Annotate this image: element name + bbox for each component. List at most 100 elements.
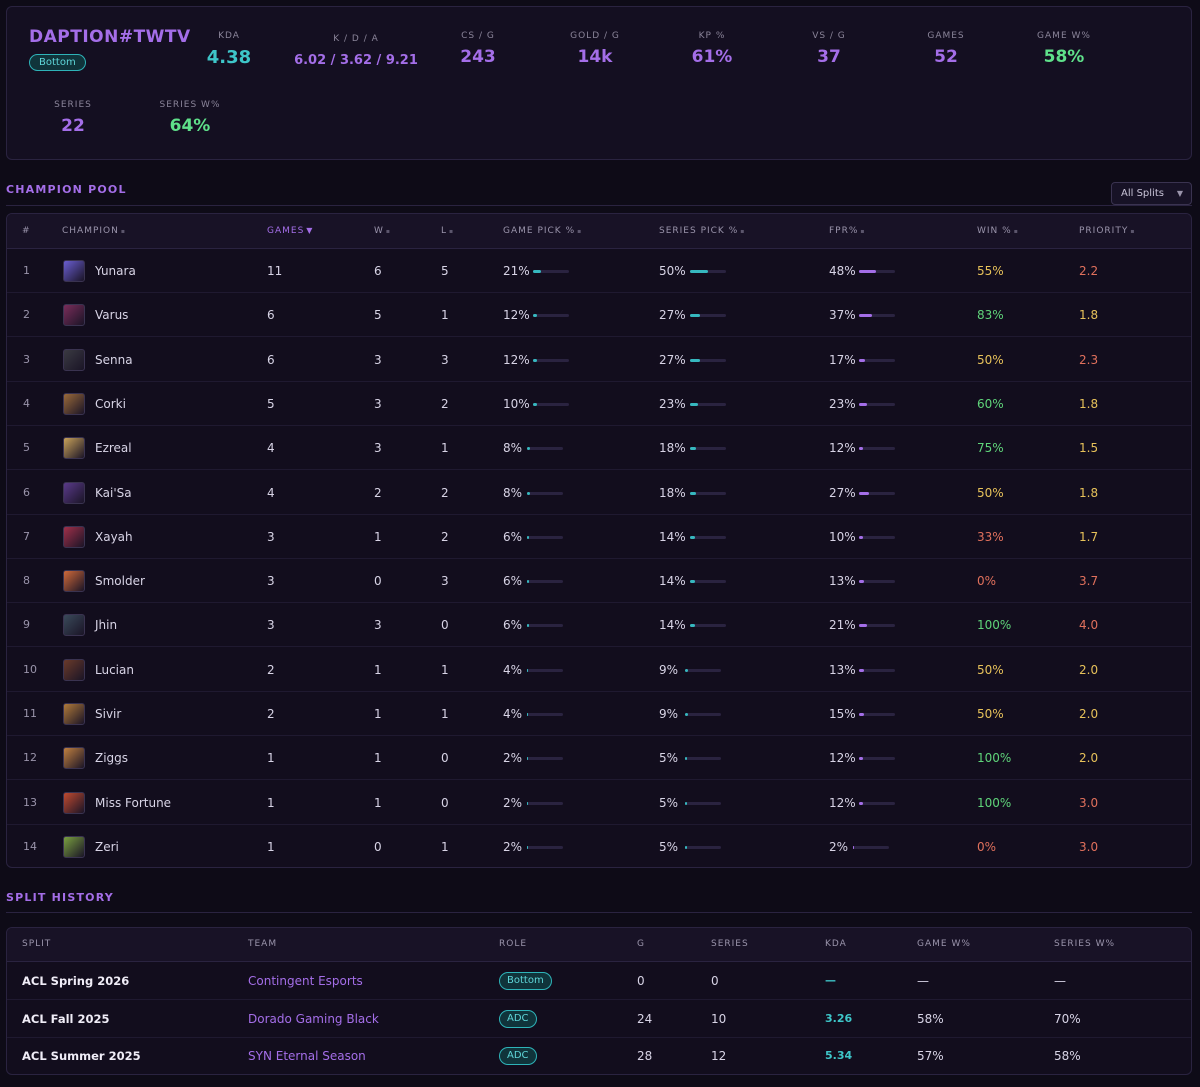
games-cell: 4 bbox=[267, 485, 275, 500]
champion-name[interactable]: Ziggs bbox=[95, 751, 129, 766]
column-header-game-winrate: GAME W% bbox=[917, 939, 971, 949]
fpr-bar-fill bbox=[859, 757, 864, 761]
champion-name[interactable]: Varus bbox=[95, 308, 129, 323]
fpr-bar bbox=[859, 624, 895, 628]
table-row[interactable]: ACL Summer 2025 SYN Eternal Season ADC 28 12… bbox=[7, 1037, 1191, 1074]
champion-name[interactable]: Xayah bbox=[95, 529, 133, 544]
stat-value: 64% bbox=[169, 116, 211, 136]
champion-name[interactable]: Sivir bbox=[95, 707, 122, 721]
winrate-cell: 50% bbox=[977, 707, 1004, 721]
wins-cell: 1 bbox=[374, 529, 382, 544]
table-row[interactable]: 12 Ziggs 1 1 0 2% 5% 12% 100% 2.0 bbox=[7, 736, 1191, 781]
series-pick-bar bbox=[690, 270, 726, 273]
champion-name[interactable]: Yunara bbox=[95, 264, 136, 278]
champion-name[interactable]: Miss Fortune bbox=[95, 795, 172, 810]
game-pick-bar-fill bbox=[527, 757, 529, 761]
table-row[interactable]: 8 Smolder 3 0 3 6% 14% 13% 0% 3.7 bbox=[7, 559, 1191, 604]
role-badge: Bottom bbox=[29, 54, 86, 71]
champion-name[interactable]: Senna bbox=[95, 352, 133, 367]
game-pick-cell: 6% bbox=[503, 618, 523, 633]
series-pick-cell: 5% bbox=[659, 839, 679, 854]
rank-cell: 7 bbox=[23, 529, 30, 543]
column-header-game-pick[interactable]: GAME PICK % ▪ bbox=[503, 226, 583, 236]
game-pick-cell: 2% bbox=[503, 751, 523, 766]
fpr-bar bbox=[859, 358, 895, 362]
priority-cell: 2.0 bbox=[1079, 751, 1099, 766]
series-pick-bar bbox=[690, 402, 726, 406]
games-cell: 5 bbox=[267, 396, 275, 411]
stat-value: 6.02 / 3.62 / 9.21 bbox=[294, 53, 418, 68]
table-row[interactable]: 14 Zeri 1 0 1 2% 5% 2% 0% 3.0 bbox=[7, 825, 1191, 867]
column-header-champion[interactable]: CHAMPION ▪ bbox=[62, 226, 126, 236]
rank-cell: 4 bbox=[23, 396, 30, 410]
game-pick-bar-fill bbox=[527, 535, 530, 539]
champion-name[interactable]: Jhin bbox=[95, 618, 118, 633]
series-pick-cell: 14% bbox=[659, 574, 686, 589]
column-header-fpr[interactable]: FPR% ▪ bbox=[829, 226, 866, 236]
role-pill: ADC bbox=[499, 1009, 537, 1028]
game-pick-cell: 8% bbox=[503, 485, 523, 500]
table-row[interactable]: ACL Fall 2025 Dorado Gaming Black ADC 24 10 3… bbox=[7, 1000, 1191, 1038]
stat-game-winrate: GAME W% 58% bbox=[1004, 31, 1124, 67]
game-pick-bar-fill bbox=[533, 270, 541, 273]
team-link[interactable]: Contingent Esports bbox=[248, 974, 363, 988]
fpr-cell: 12% bbox=[829, 441, 856, 456]
table-row[interactable]: 6 Kai'Sa 4 2 2 8% 18% 27% 50% 1.8 bbox=[7, 471, 1191, 515]
fpr-bar bbox=[859, 491, 895, 495]
wins-cell: 3 bbox=[374, 352, 382, 367]
column-header-games: G bbox=[637, 939, 645, 949]
winrate-cell: 60% bbox=[977, 396, 1004, 411]
table-row[interactable]: 13 Miss Fortune 1 1 0 2% 5% 12% 100% 3.0 bbox=[7, 781, 1191, 825]
table-row[interactable]: 7 Xayah 3 1 2 6% 14% 10% 33% 1.7 bbox=[7, 515, 1191, 559]
table-row[interactable]: 10 Lucian 2 1 1 4% 9% 13% 50% 2.0 bbox=[7, 648, 1191, 692]
table-row[interactable]: 9 Jhin 3 3 0 6% 14% 21% 100% 4.0 bbox=[7, 603, 1191, 648]
column-header-wins[interactable]: W ▪ bbox=[374, 226, 391, 236]
game-pick-bar bbox=[527, 624, 563, 628]
table-row[interactable]: 11 Sivir 2 1 1 4% 9% 15% 50% 2.0 bbox=[7, 692, 1191, 736]
stat-value: 61% bbox=[691, 47, 733, 67]
column-header-games[interactable]: GAMES ▼ bbox=[267, 226, 314, 236]
game-pick-cell: 2% bbox=[503, 839, 523, 854]
split-filter-select[interactable]: All Splits ▼ bbox=[1111, 182, 1192, 205]
series-pick-cell: 18% bbox=[659, 485, 686, 500]
series-pick-bar bbox=[690, 314, 726, 318]
table-row[interactable]: 1 Yunara 11 6 5 21% 50% 48% 55% 2.2 bbox=[7, 249, 1191, 293]
column-header-losses[interactable]: L ▪ bbox=[441, 226, 455, 236]
winrate-cell: 75% bbox=[977, 441, 1004, 456]
column-header-split: SPLIT bbox=[22, 939, 52, 949]
champion-name[interactable]: Zeri bbox=[95, 839, 119, 854]
winrate-cell: 50% bbox=[977, 485, 1004, 500]
table-row[interactable]: 4 Corki 5 3 2 10% 23% 23% 60% 1.8 bbox=[7, 382, 1191, 426]
champion-name[interactable]: Ezreal bbox=[95, 441, 132, 456]
rank-cell: 2 bbox=[23, 308, 30, 322]
fpr-bar bbox=[859, 713, 895, 716]
rank-cell: 12 bbox=[23, 751, 37, 765]
split-history-table: SPLIT TEAM ROLE G SERIES KDA GAME W% SER… bbox=[6, 927, 1192, 1075]
table-row[interactable]: 3 Senna 6 3 3 12% 27% 17% 50% 2.3 bbox=[7, 338, 1191, 382]
column-header-win[interactable]: WIN % ▪ bbox=[977, 226, 1019, 236]
champion-name[interactable]: Kai'Sa bbox=[95, 485, 132, 500]
table-row[interactable]: 5 Ezreal 4 3 1 8% 18% 12% 75% 1.5 bbox=[7, 426, 1191, 471]
wins-cell: 0 bbox=[374, 574, 382, 589]
team-link[interactable]: Dorado Gaming Black bbox=[248, 1011, 379, 1026]
column-header-series-pick[interactable]: SERIES PICK % ▪ bbox=[659, 226, 746, 236]
series-pick-bar-fill bbox=[685, 668, 689, 672]
sort-desc-icon: ▼ bbox=[306, 226, 314, 235]
series-pick-cell: 5% bbox=[659, 795, 679, 810]
priority-cell: 3.0 bbox=[1079, 795, 1099, 810]
champion-name[interactable]: Corki bbox=[95, 396, 126, 411]
table-row[interactable]: 2 Varus 6 5 1 12% 27% 37% 83% 1.8 bbox=[7, 293, 1191, 338]
champion-name[interactable]: Lucian bbox=[95, 662, 134, 677]
stat-label: KDA bbox=[218, 31, 240, 41]
team-link[interactable]: SYN Eternal Season bbox=[248, 1049, 366, 1063]
column-header-priority[interactable]: PRIORITY ▪ bbox=[1079, 226, 1136, 236]
priority-cell: 1.5 bbox=[1079, 441, 1099, 456]
champion-portrait-icon bbox=[63, 348, 85, 371]
fpr-cell: 12% bbox=[829, 751, 856, 766]
table-row[interactable]: ACL Spring 2026 Contingent Esports Bottom 0… bbox=[7, 962, 1191, 1000]
sort-icon: ▪ bbox=[1130, 228, 1136, 235]
games-cell: 6 bbox=[267, 352, 275, 367]
kda-cell: 5.34 bbox=[825, 1049, 853, 1062]
series-pick-cell: 5% bbox=[659, 751, 679, 766]
champion-name[interactable]: Smolder bbox=[95, 574, 145, 589]
